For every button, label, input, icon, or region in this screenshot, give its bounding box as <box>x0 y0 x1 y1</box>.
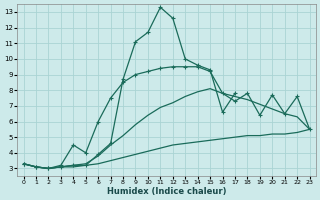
X-axis label: Humidex (Indice chaleur): Humidex (Indice chaleur) <box>107 187 226 196</box>
